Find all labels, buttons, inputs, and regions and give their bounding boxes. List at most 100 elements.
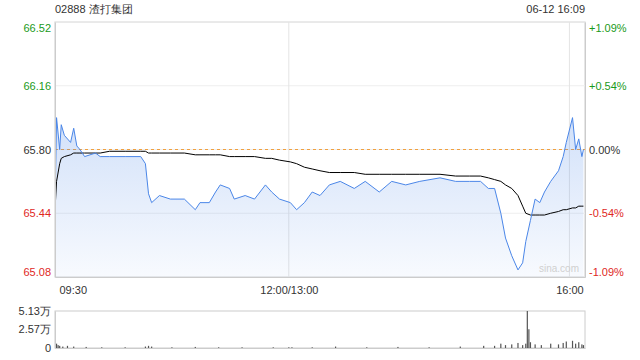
y-tick-label: 66.52 (23, 22, 51, 34)
volume-x-axis (56, 348, 586, 349)
grid-line (55, 22, 585, 23)
volume-bar (517, 343, 518, 348)
x-tick: 16:00 (556, 277, 584, 296)
volume-bar (86, 347, 87, 348)
volume-bar (500, 344, 501, 348)
y-tick-label: 65.80 (23, 144, 51, 156)
volume-bar (581, 344, 582, 348)
y2-tick-label: -1.09% (589, 266, 624, 278)
volume-bar (241, 347, 242, 348)
y2-axis: +1.09% +0.54% 0.00% -0.54% -1.09% (585, 22, 627, 278)
volume-bar (273, 347, 274, 348)
volume-bar (535, 344, 536, 348)
volume-bar (525, 344, 526, 348)
volume-bar (73, 347, 74, 348)
volume-bar (56, 344, 57, 348)
volume-bar (528, 329, 529, 348)
volume-bar (578, 342, 579, 348)
x-axis: 09:30 12:00/13:00 16:00 (56, 277, 586, 296)
volume-y-axis: 5.13万 2.57万 0 (19, 305, 56, 354)
volume-bar (125, 347, 126, 348)
volume-bar (583, 345, 584, 348)
volume-bar (366, 347, 367, 348)
average-line (55, 151, 583, 215)
watermark: sina.com (539, 263, 579, 274)
x-axis-line (56, 277, 586, 278)
y-axis-line (55, 23, 56, 278)
volume-y-tick-label: 2.57万 (19, 323, 51, 335)
volume-bar (291, 347, 292, 348)
volume-bar (397, 347, 398, 348)
y2-tick: +0.54% (585, 80, 627, 92)
volume-bar (541, 345, 542, 348)
subtitle: 06-12 16:09 (526, 3, 585, 15)
plot-frame (55, 22, 585, 277)
x-tick-label: 12:00/13:00 (260, 284, 318, 296)
volume-bar (494, 346, 495, 348)
price-area (55, 118, 583, 277)
grid (55, 22, 585, 277)
volume-bar (171, 347, 172, 348)
volume-y-tick: 0 (45, 342, 55, 354)
volume-bar (563, 343, 564, 348)
price-marks (55, 118, 583, 277)
volume-y-tick-label: 0 (45, 342, 51, 354)
volume-bar (62, 347, 63, 348)
title: 02888 渣打集团 (55, 3, 133, 15)
y2-tick-label: +0.54% (589, 80, 627, 92)
y2-tick: 0.00% (585, 144, 620, 156)
volume-bar (67, 346, 68, 348)
volume-bar (460, 347, 461, 348)
volume-bar (58, 345, 59, 348)
volume-bar (429, 347, 430, 348)
y-tick: 66.16 (23, 80, 55, 92)
y2-tick: -0.54% (585, 207, 624, 219)
grid-line (55, 22, 56, 277)
volume-bar (558, 344, 559, 348)
y2-tick: +1.09% (585, 22, 627, 34)
volume-marks (55, 311, 584, 348)
y2-tick-label: -0.54% (589, 207, 624, 219)
price-line (55, 118, 583, 270)
volume-bar (145, 347, 146, 348)
y-tick: 65.44 (23, 207, 55, 219)
y2-tick: -1.09% (585, 266, 624, 278)
volume-bar (335, 347, 336, 348)
volume-bar (527, 311, 528, 348)
volume-bar (572, 341, 573, 348)
y-tick-label: 66.16 (23, 80, 51, 92)
volume-bar (151, 347, 152, 348)
volume-bar (505, 345, 506, 348)
y-axis: 66.52 66.16 65.80 65.44 65.08 (23, 22, 55, 278)
volume-bar (483, 346, 484, 348)
volume-bar (148, 346, 149, 348)
volume-bar (288, 347, 289, 348)
volume-bar (530, 342, 531, 348)
y2-tick-label: 0.00% (589, 144, 620, 156)
volume-bar (312, 347, 313, 348)
x-tick: 09:30 (56, 277, 88, 296)
volume-x-axis-line (56, 348, 586, 349)
volume-bar (101, 347, 102, 348)
volume-bar (195, 347, 196, 348)
volume-bar (522, 345, 523, 348)
volume-y-tick: 5.13万 (19, 305, 55, 317)
y2-axis-line (585, 23, 586, 278)
volume-y-tick: 2.57万 (19, 323, 55, 335)
x-tick: 12:00/13:00 (260, 277, 318, 296)
volume-bar (575, 344, 576, 348)
chart: 66.52 66.16 65.80 65.44 65.08 +1.09% +0.54% 0.0… (0, 0, 640, 360)
x-tick-label: 16:00 (556, 284, 584, 296)
y-tick-label: 65.08 (23, 266, 51, 278)
volume-bar (218, 347, 219, 348)
y2-tick-label: +1.09% (589, 22, 627, 34)
y-tick: 65.08 (23, 266, 55, 278)
volume-y-axis-line (55, 312, 56, 349)
volume-bar (511, 344, 512, 348)
volume-y-tick-label: 5.13万 (19, 305, 51, 317)
grid-line (55, 85, 585, 86)
reference-line (55, 149, 585, 150)
grid-line (55, 149, 585, 150)
x-tick-label: 09:30 (60, 284, 88, 296)
y-tick: 65.80 (23, 144, 55, 156)
